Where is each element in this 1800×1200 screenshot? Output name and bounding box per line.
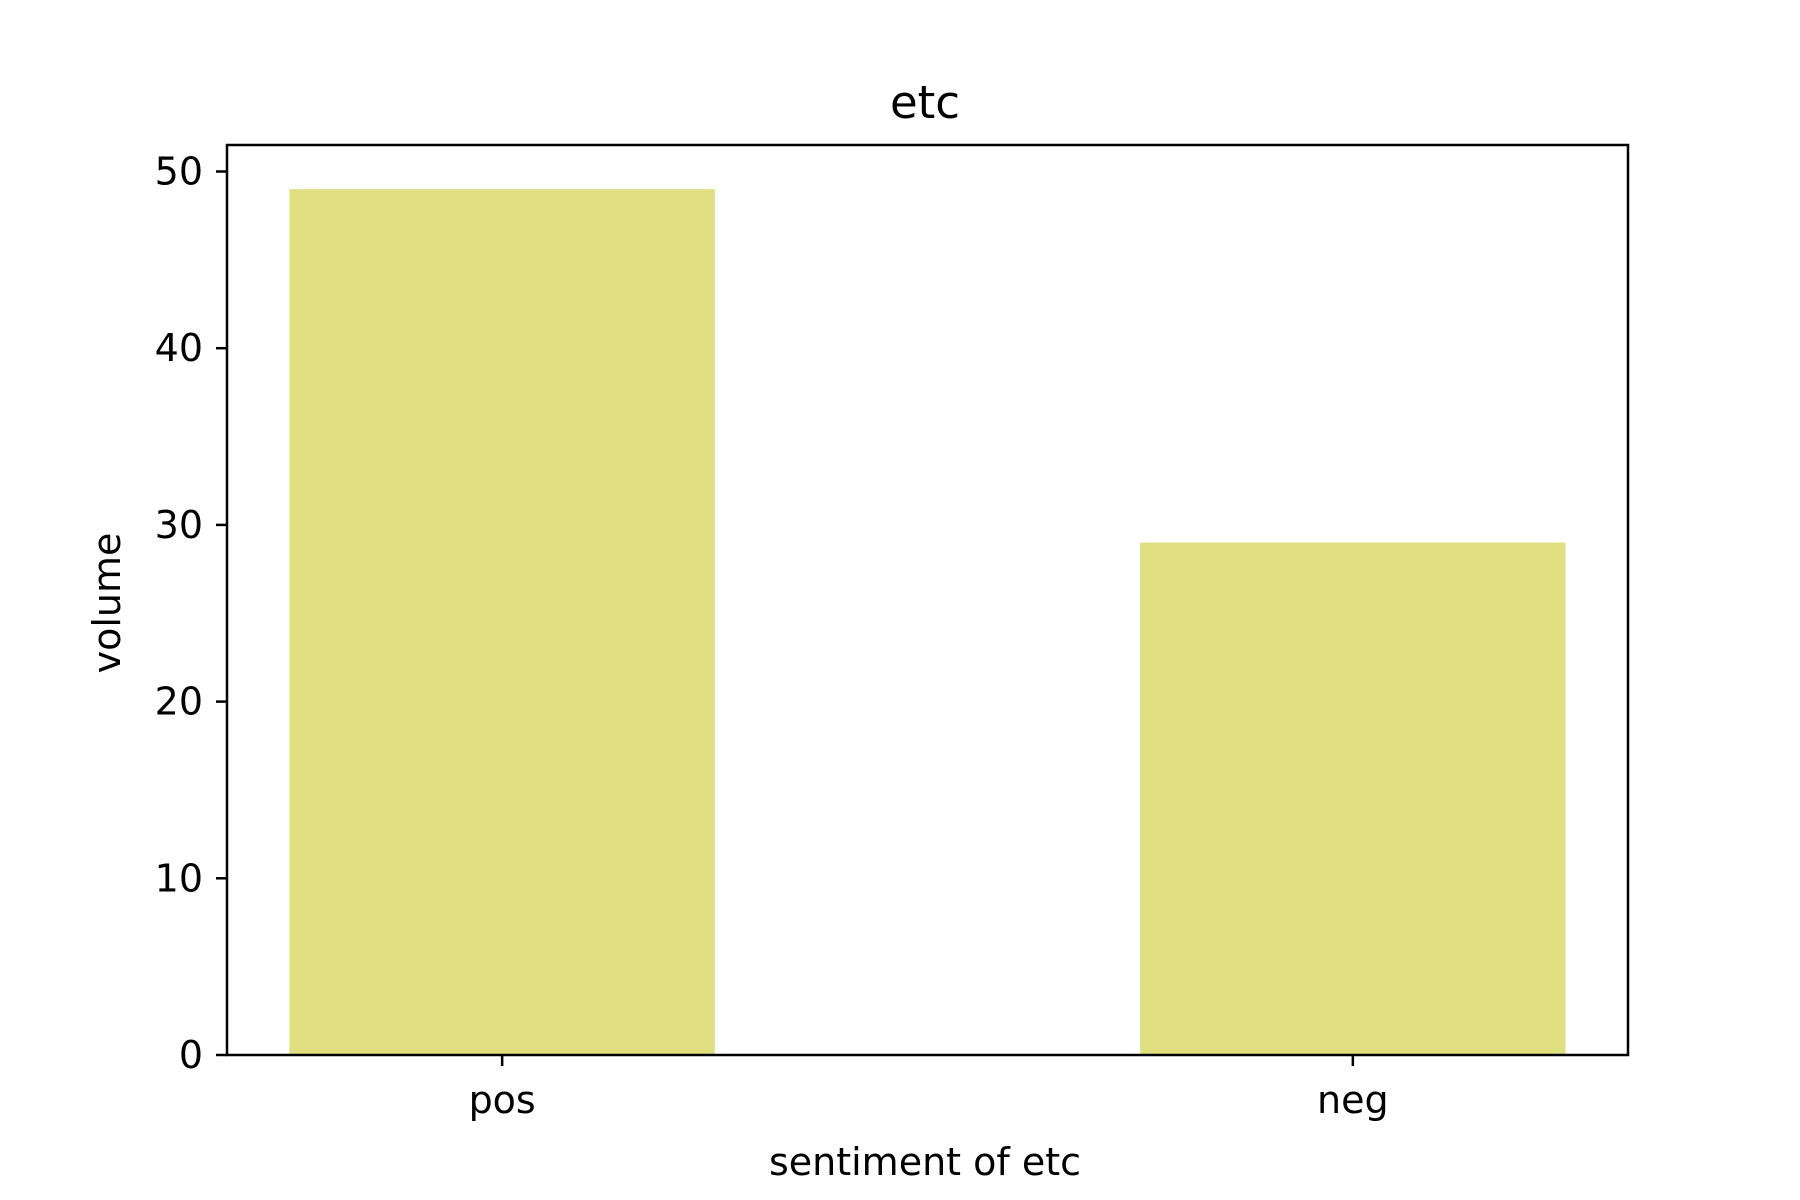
x-axis-label: sentiment of etc: [769, 1140, 1081, 1184]
x-tick-label-pos: pos: [469, 1078, 536, 1122]
y-tick-label: 50: [155, 150, 203, 194]
y-tick-label: 30: [155, 503, 203, 547]
y-tick-label: 0: [179, 1033, 203, 1077]
x-tick-label-neg: neg: [1317, 1078, 1389, 1122]
x-axis: pos neg: [469, 1055, 1389, 1122]
chart-title: etc: [890, 76, 960, 129]
y-tick-label: 10: [155, 856, 203, 900]
y-tick-label: 40: [155, 326, 203, 370]
bar-pos: [289, 189, 715, 1056]
plot-frame: [225, 143, 1630, 1057]
y-axis: 0 10 20 30 40 50: [155, 150, 227, 1077]
bar-neg: [1140, 542, 1566, 1055]
bars-layer: [289, 189, 1566, 1056]
y-axis-label: volume: [85, 533, 129, 674]
y-tick-label: 20: [155, 680, 203, 724]
